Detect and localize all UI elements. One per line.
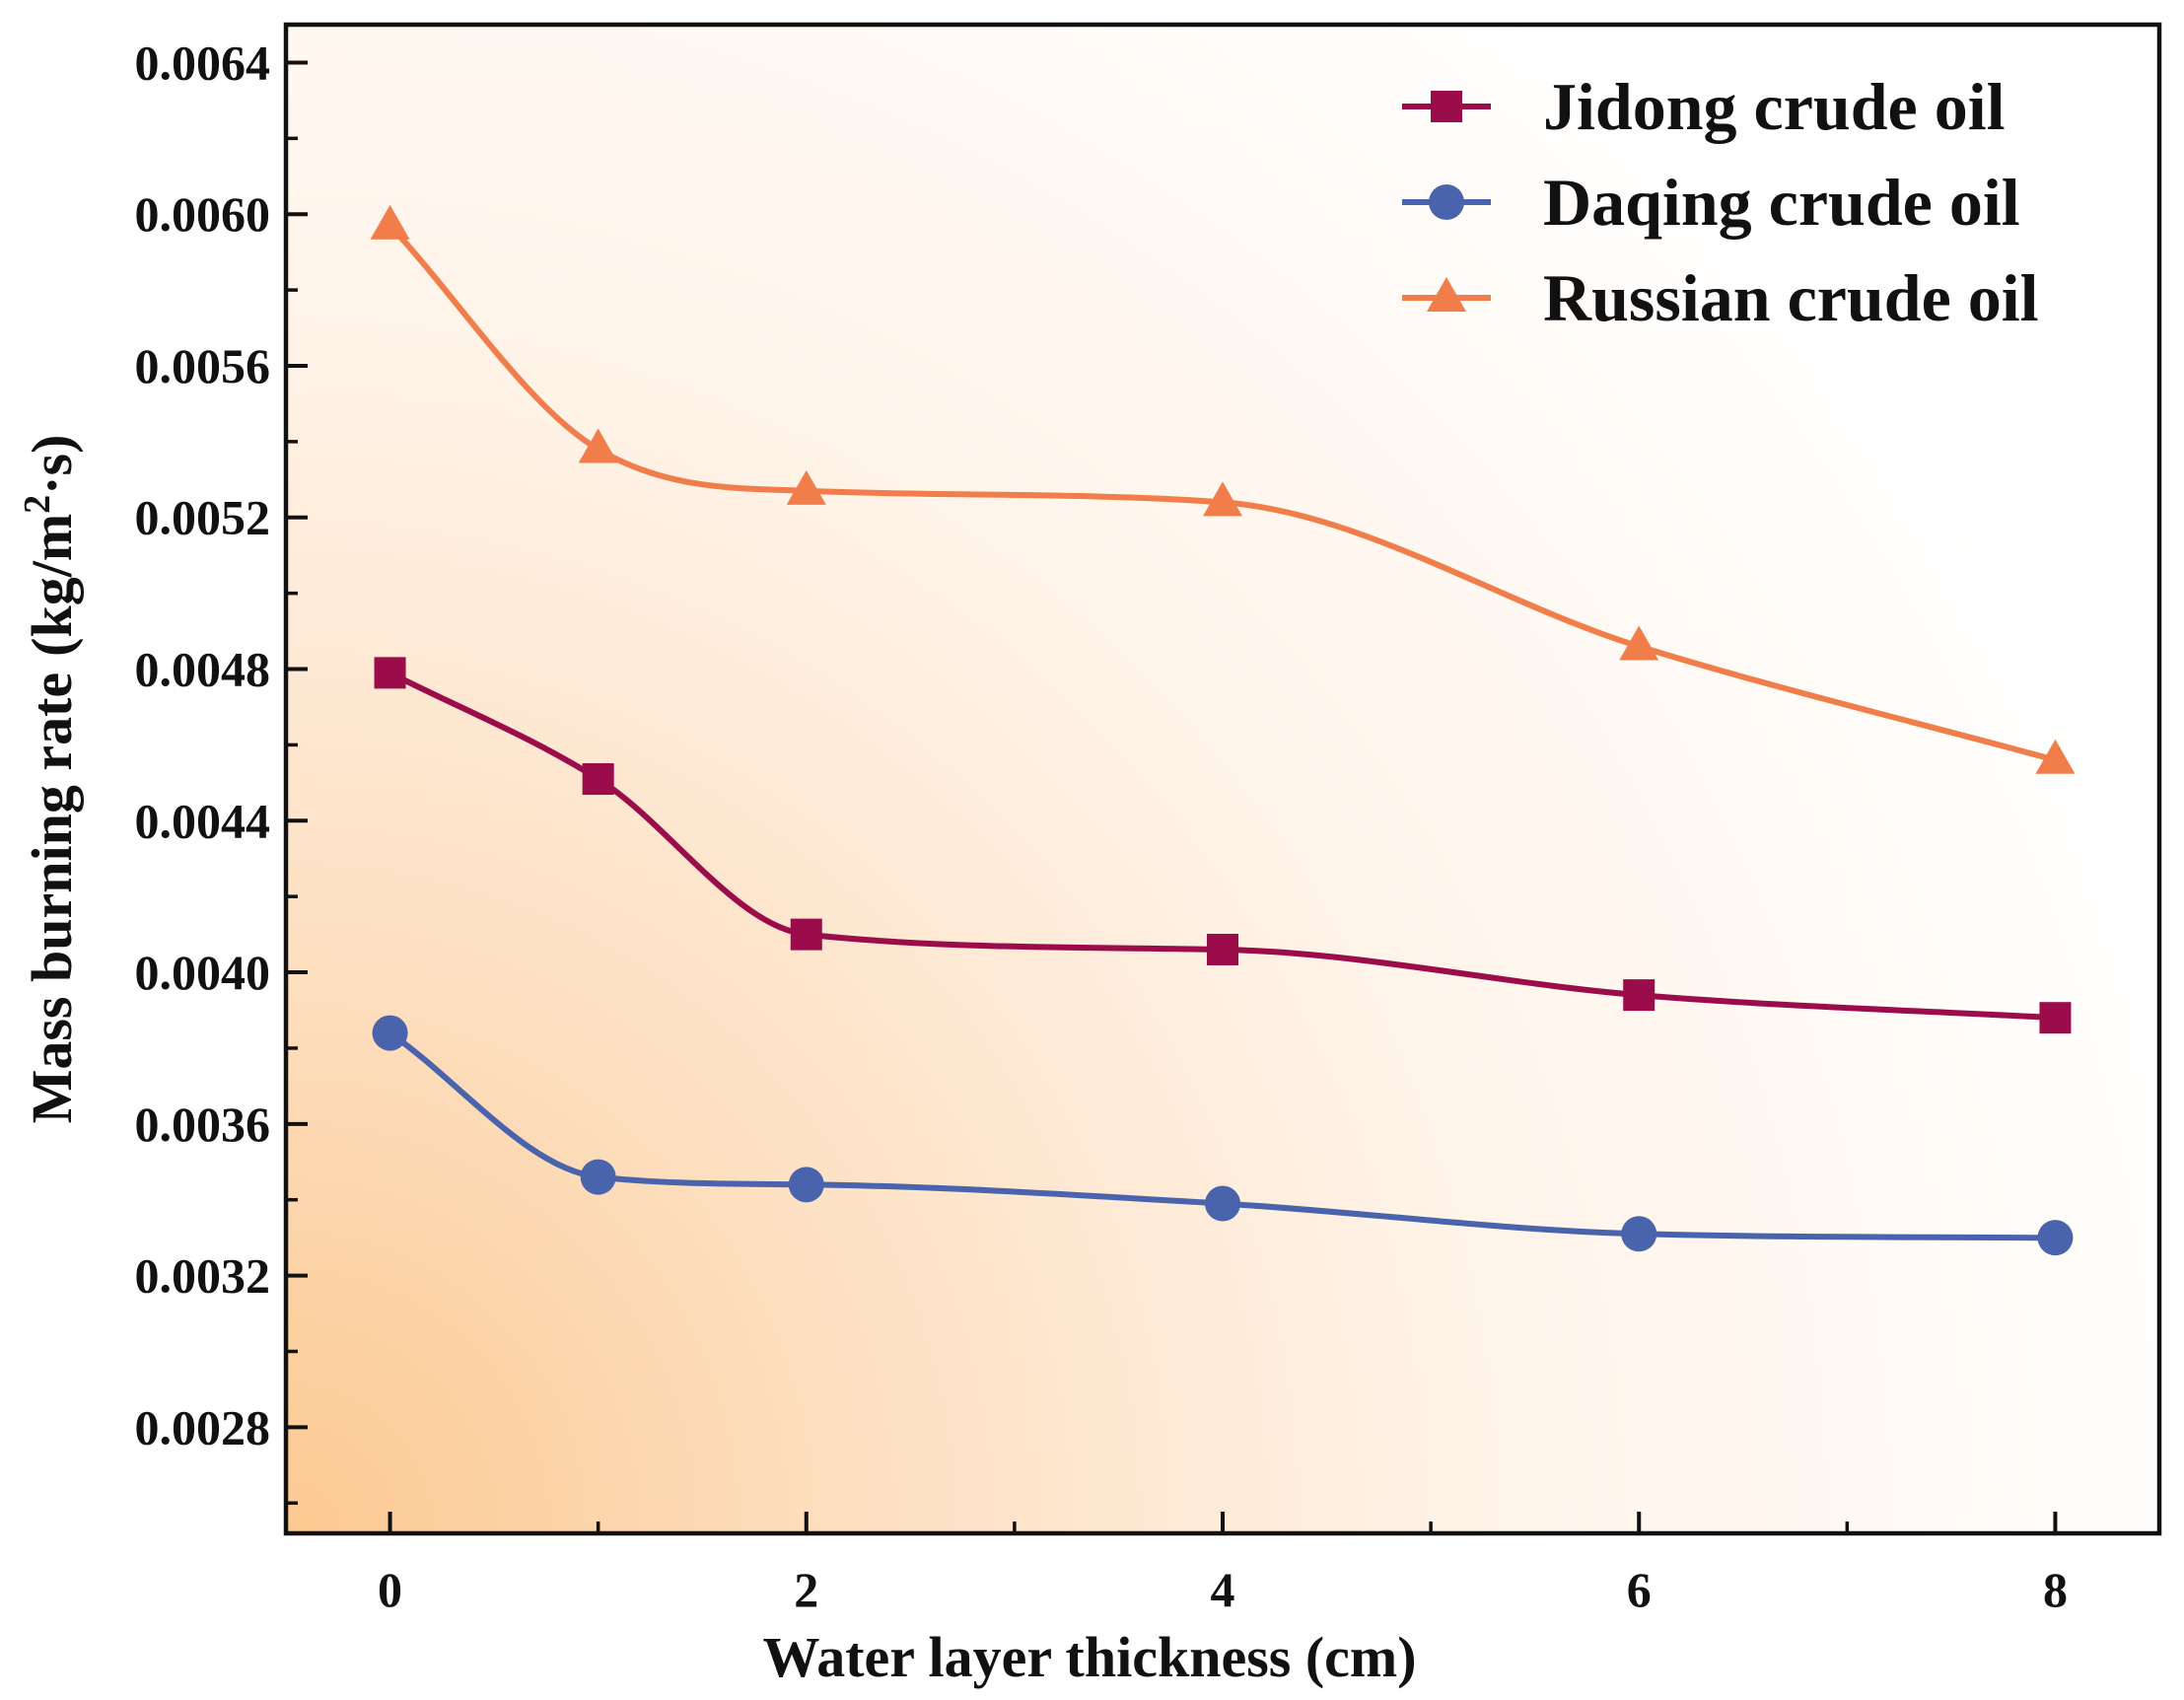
x-tick-label: 8: [2043, 1562, 2068, 1617]
y-axis-title: Mass burning rate(kg/m2·s): [17, 435, 84, 1124]
y-tick-label: 0.0044: [135, 793, 271, 848]
y-tick-label: 0.0040: [135, 945, 271, 1000]
legend-item-russian: Russian crude oil: [1402, 260, 2039, 335]
x-axis-title: Water layer thickness (cm): [762, 1625, 1416, 1689]
x-tick-label: 6: [1627, 1562, 1652, 1617]
data-point-jidong: [374, 657, 406, 689]
y-tick-label: 0.0052: [135, 490, 271, 545]
y-tick-label: 0.0056: [135, 338, 271, 393]
data-point-russian: [786, 469, 826, 505]
data-point-daqing: [1205, 1185, 1240, 1222]
y-tick-label: 0.0032: [135, 1248, 271, 1304]
legend-label-daqing: Daqing crude oil: [1543, 165, 2020, 240]
y-axis-ticks: 0.0028 0.0032 0.0036 0.0040 0.0044 0.0048 0.00…: [135, 35, 308, 1505]
data-point-russian: [2035, 739, 2076, 774]
series-layer: [370, 204, 2076, 1256]
data-point-jidong: [582, 763, 614, 795]
legend-label-jidong: Jidong crude oil: [1543, 69, 2006, 144]
data-point-jidong: [1623, 979, 1656, 1012]
data-point-russian: [1619, 625, 1659, 661]
data-point-jidong: [2039, 1002, 2072, 1034]
series-line-russian: [387, 222, 2059, 763]
series-jidong: [374, 657, 2072, 1034]
plot-area-background: [286, 25, 2159, 1533]
y-tick-label: 0.0060: [135, 186, 271, 242]
data-point-daqing: [788, 1167, 824, 1203]
plot-frame: [283, 22, 2162, 1536]
y-tick-label: 0.0064: [135, 35, 271, 90]
data-point-daqing: [2037, 1220, 2074, 1256]
x-tick-label: 0: [378, 1562, 402, 1617]
data-point-jidong: [790, 918, 822, 951]
y-axis-unit-exponent: 2: [17, 495, 58, 514]
y-tick-label: 0.0048: [135, 642, 271, 697]
legend: Jidong crude oil Daqing crude oil Russian …: [1402, 69, 2039, 335]
x-tick-label: 2: [794, 1562, 818, 1617]
data-point-russian: [1203, 481, 1242, 517]
series-russian: [370, 204, 2076, 774]
data-point-jidong: [1207, 933, 1238, 965]
legend-item-daqing: Daqing crude oil: [1402, 165, 2020, 240]
legend-marker-russian: [1427, 277, 1466, 312]
data-point-daqing: [580, 1159, 616, 1195]
series-daqing: [372, 1015, 2074, 1256]
y-tick-label: 0.0036: [135, 1097, 271, 1152]
legend-label-russian: Russian crude oil: [1543, 260, 2039, 335]
data-point-daqing: [1621, 1216, 1657, 1252]
data-point-russian: [578, 428, 618, 463]
y-tick-label: 0.0028: [135, 1399, 271, 1454]
data-point-russian: [370, 204, 410, 240]
x-tick-label: 4: [1211, 1562, 1235, 1617]
x-axis-ticks: 0 2 4 6 8: [378, 1512, 2068, 1617]
legend-marker-daqing: [1429, 184, 1464, 220]
legend-marker-jidong: [1431, 91, 1462, 122]
legend-item-jidong: Jidong crude oil: [1402, 69, 2006, 144]
data-point-daqing: [372, 1015, 408, 1051]
